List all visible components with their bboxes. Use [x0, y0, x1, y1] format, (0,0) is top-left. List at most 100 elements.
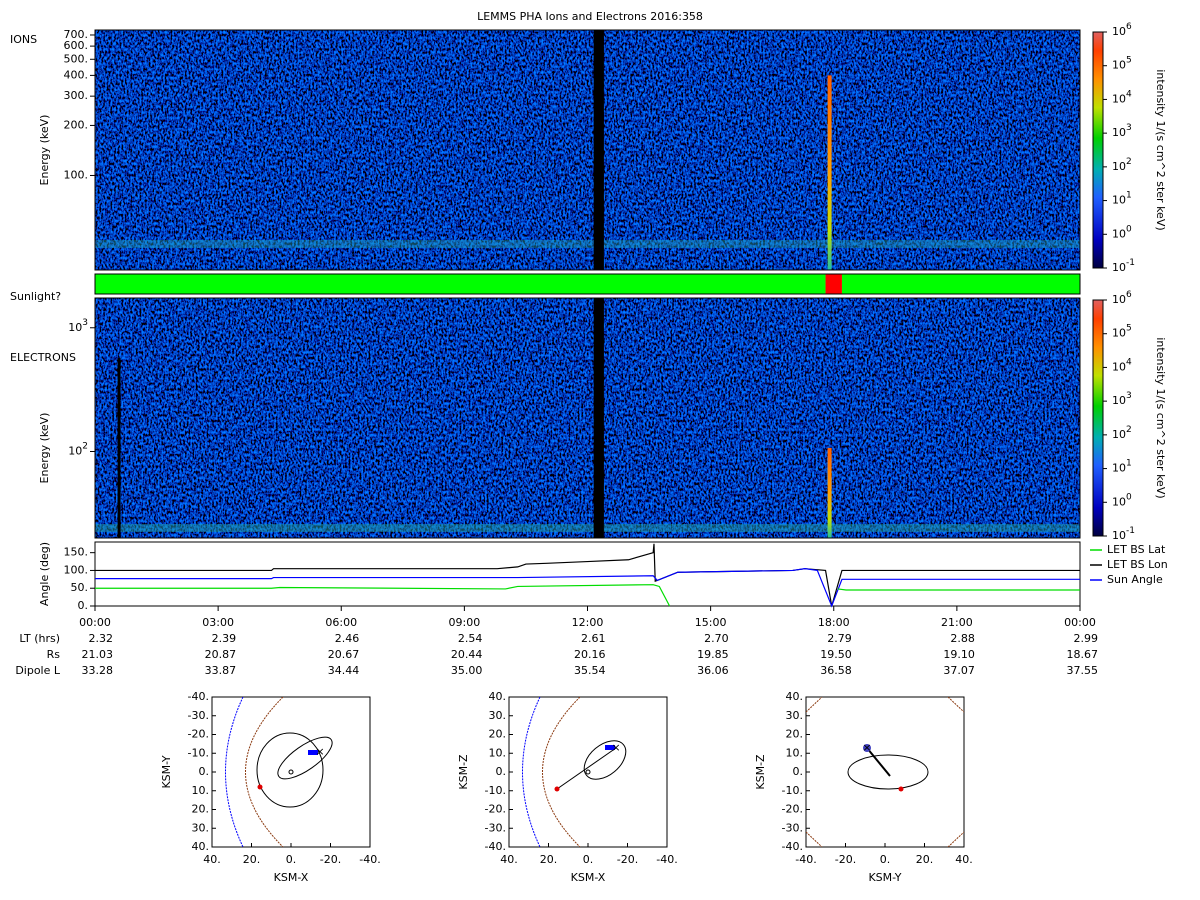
- axis-label: Angle (deg): [38, 542, 51, 606]
- y-tick-label: -20.: [485, 803, 506, 816]
- axis-label: KSM-Y: [868, 871, 901, 884]
- y-tick-label: 40.: [489, 690, 507, 703]
- y-tick-label: -10.: [485, 784, 506, 797]
- colorbar-tick-label: 106: [1112, 22, 1132, 39]
- title: LEMMS PHA Ions and Electrons 2016:358: [477, 10, 703, 23]
- colorbar-tick-label: 10-1: [1112, 526, 1135, 543]
- ephemeris-value: 33.87: [205, 664, 237, 677]
- y-tick-label: 10.: [192, 784, 210, 797]
- ephemeris-value: 20.67: [328, 648, 360, 661]
- y-tick-label: 100.: [64, 168, 89, 181]
- axis-label: KSM-Y: [160, 755, 173, 788]
- x-tick-label: 0.: [880, 853, 891, 866]
- y-tick-label: 20.: [192, 803, 210, 816]
- ephemeris-value: 36.58: [820, 664, 852, 677]
- y-tick-label: 700.: [64, 28, 89, 41]
- bow-shock: [806, 831, 823, 847]
- orbit-frame: [211, 696, 371, 848]
- colorbar-tick-label: 102: [1112, 156, 1132, 173]
- y-tick-label: -40.: [782, 840, 803, 853]
- angle-line: [837, 588, 1080, 591]
- x-tick-label: -20.: [320, 853, 341, 866]
- saturn: [585, 769, 591, 775]
- ephemeris-value: 2.88: [950, 632, 975, 645]
- ephemeris-label: Dipole L: [15, 664, 61, 677]
- y-tick-label: 0.: [793, 765, 804, 778]
- y-tick-label: 40.: [786, 690, 804, 703]
- colorbar-tick-label: 103: [1112, 123, 1132, 140]
- x-tick-label: 15:00: [695, 616, 727, 629]
- y-tick-label: 102: [68, 441, 88, 458]
- position: [554, 786, 560, 792]
- colorbar-tick-label: 100: [1112, 492, 1132, 509]
- bow-shock: [947, 831, 964, 847]
- x-tick-label: 40.: [955, 853, 973, 866]
- ephemeris-value: 2.70: [704, 632, 729, 645]
- colorbar-tick-label: 10-1: [1112, 258, 1135, 275]
- x-tick-label: 20.: [916, 853, 934, 866]
- track: [605, 745, 615, 750]
- colorbar-label: intensity 1/(s cm^2 ster keV): [1154, 69, 1167, 230]
- marker: ×: [862, 741, 871, 754]
- magnetopause: [522, 697, 541, 847]
- axis-label: KSM-Z: [457, 754, 470, 790]
- axis-label: KSM-X: [571, 871, 606, 884]
- sunlight-segment: [841, 274, 1080, 294]
- orbit-frame: [805, 696, 965, 848]
- sunlight-label: Sunlight?: [10, 290, 61, 303]
- y-tick-label: 40.: [192, 840, 210, 853]
- data-gap: [593, 30, 604, 270]
- y-tick-label: 0.: [199, 765, 210, 778]
- y-tick-label: 300.: [64, 89, 89, 102]
- colorbar-label: intensity 1/(s cm^2 ster keV): [1154, 337, 1167, 498]
- orbit: [277, 736, 333, 780]
- orbit-drawing: ×: [806, 697, 964, 847]
- bow-shock: [245, 697, 284, 847]
- y-tick-label: -30.: [188, 709, 209, 722]
- y-tick-label: -40.: [485, 840, 506, 853]
- position: [898, 786, 904, 792]
- marker: ×: [611, 741, 620, 754]
- ephemeris-value: 33.28: [82, 664, 114, 677]
- spike: [827, 75, 832, 270]
- marker: ×: [315, 745, 324, 758]
- y-tick-label: -20.: [782, 803, 803, 816]
- ephemeris-value: 2.39: [212, 632, 237, 645]
- spectrogram: [95, 30, 1080, 270]
- y-tick-label: 20.: [489, 728, 507, 741]
- y-tick-label: 30.: [489, 709, 507, 722]
- y-tick-label: 103: [68, 317, 88, 334]
- ephemeris-value: 18.67: [1067, 648, 1099, 661]
- x-tick-label: 20.: [540, 853, 558, 866]
- orbit: [847, 754, 929, 790]
- y-tick-label: 10.: [489, 746, 507, 759]
- x-tick-label: 00:00: [1064, 616, 1096, 629]
- ion-band: [95, 240, 1080, 248]
- orbit: [583, 740, 627, 780]
- angle-line: [95, 584, 671, 607]
- ephemeris-value: 2.79: [827, 632, 852, 645]
- y-tick-label: 10.: [786, 746, 804, 759]
- ephemeris-value: 34.44: [328, 664, 360, 677]
- colorbar-tick-label: 104: [1112, 357, 1132, 374]
- y-tick-label: 500.: [64, 52, 89, 65]
- ephemeris-value: 19.85: [697, 648, 729, 661]
- orbit: [256, 732, 324, 808]
- panel-label: ELECTRONS: [10, 351, 76, 364]
- spike: [827, 448, 832, 538]
- y-tick-label: -20.: [188, 728, 209, 741]
- ephemeris-label: LT (hrs): [19, 632, 60, 645]
- x-tick-label: 03:00: [202, 616, 234, 629]
- x-tick-label: -40.: [795, 853, 816, 866]
- x-tick-label: 00:00: [79, 616, 111, 629]
- orbit-drawing: ×: [225, 697, 333, 847]
- colorbar-tick-label: 106: [1112, 290, 1132, 307]
- ephemeris-value: 2.46: [335, 632, 360, 645]
- x-tick-label: -20.: [835, 853, 856, 866]
- saturn: [288, 769, 294, 775]
- colorbar-tick-label: 105: [1112, 323, 1132, 340]
- bow-shock: [806, 697, 823, 713]
- y-tick-label: -40.: [188, 690, 209, 703]
- y-tick-label: 30.: [192, 821, 210, 834]
